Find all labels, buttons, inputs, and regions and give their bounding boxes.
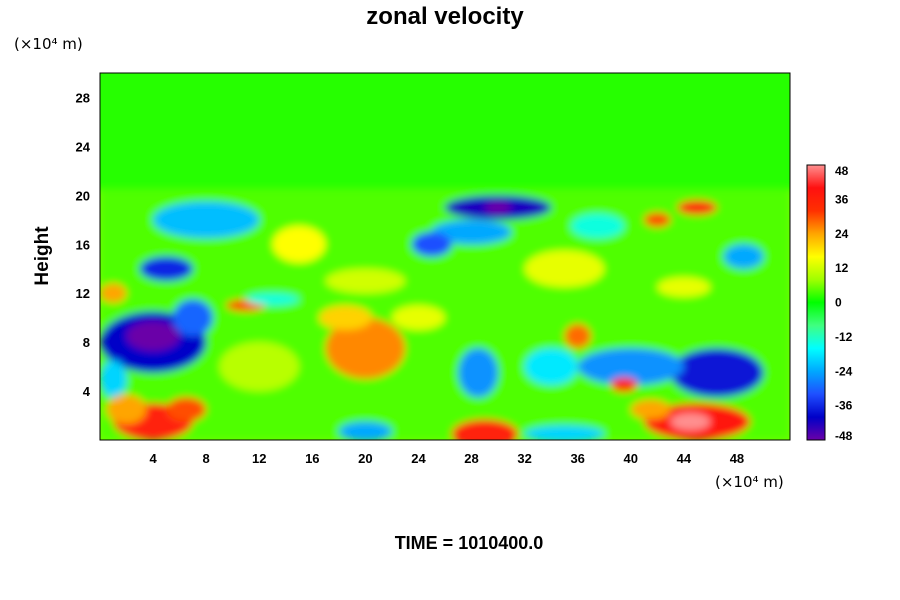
contour-blob — [670, 348, 764, 398]
contour-blob — [139, 256, 193, 281]
contour-blob — [245, 293, 300, 306]
contour-blob — [100, 360, 127, 398]
x-tick-label: 32 — [517, 451, 531, 466]
contour-blob — [153, 201, 260, 239]
contour-blob — [318, 305, 373, 330]
y-tick-label: 16 — [76, 237, 90, 252]
contour-blob — [106, 394, 147, 425]
y-tick-label: 24 — [76, 139, 91, 154]
contour-blob — [325, 268, 406, 294]
x-tick-label: 40 — [624, 451, 638, 466]
x-tick-label: 16 — [305, 451, 319, 466]
contour-blob — [630, 399, 671, 420]
y-tick-label: 8 — [83, 335, 90, 350]
contour-blob — [458, 348, 499, 398]
chart-title: zonal velocity — [366, 3, 524, 30]
y-axis-label: Height — [32, 226, 53, 286]
x-ticks: 4 8 12 16 20 24 28 32 36 40 44 48 — [149, 451, 744, 466]
x-tick-label: 44 — [677, 451, 692, 466]
contour-blob — [172, 299, 213, 337]
contour-blob — [610, 377, 638, 393]
colorbar-tick-label: 48 — [835, 164, 849, 178]
contour-blob — [100, 283, 127, 303]
x-tick-label: 12 — [252, 451, 266, 466]
contour-blob — [166, 397, 207, 422]
x-axis-unit: (×10⁴ m) — [715, 473, 784, 491]
contour-blob — [219, 342, 300, 392]
colorbar-tick-label: 24 — [835, 227, 849, 241]
colorbar-tick-label: -24 — [835, 364, 853, 378]
colorbar-tick-label: 0 — [835, 296, 842, 310]
y-tick-label: 20 — [76, 188, 90, 203]
time-label: TIME = 1010400.0 — [395, 533, 544, 553]
colorbar-tick-label: -48 — [835, 429, 853, 443]
contour-blob — [325, 317, 406, 379]
contour-blob — [670, 413, 711, 431]
contour-blob — [524, 250, 605, 288]
y-axis-unit: (×10⁴ m) — [14, 35, 83, 53]
x-tick-label: 24 — [411, 451, 426, 466]
plot-frame — [99, 72, 791, 441]
x-tick-label: 28 — [464, 451, 478, 466]
contour-blob — [657, 277, 711, 297]
contour-blob — [644, 212, 671, 228]
contour-blob — [272, 225, 326, 263]
x-tick-label: 8 — [203, 451, 210, 466]
colorbar-tick-label: 12 — [835, 261, 849, 275]
contour-blob — [577, 348, 684, 385]
y-tick-label: 28 — [76, 90, 90, 105]
y-tick-label: 4 — [83, 384, 91, 399]
upper-uniform-layer — [100, 73, 790, 190]
contour-blob — [524, 348, 578, 385]
contour-blob — [431, 219, 512, 245]
contour-blob — [338, 421, 392, 440]
colorbar-tick-label: -36 — [835, 399, 853, 413]
contour-features — [100, 73, 790, 440]
y-tick-label: 12 — [76, 286, 90, 301]
contour-blob — [451, 419, 518, 440]
colorbar-tick-label: 36 — [835, 192, 849, 206]
plot-area — [100, 73, 790, 440]
x-tick-label: 36 — [570, 451, 584, 466]
contour-blob — [484, 201, 512, 214]
x-tick-label: 4 — [149, 451, 157, 466]
colorbar — [806, 164, 826, 441]
colorbar-tick-label: -12 — [835, 330, 853, 344]
contour-blob — [126, 321, 180, 351]
contour-blob — [391, 305, 446, 330]
x-tick-label: 20 — [358, 451, 372, 466]
contour-blob — [564, 323, 591, 349]
colorbar-ticks: 48 36 24 12 0 -12 -24 -36 -48 — [835, 164, 853, 443]
contour-blob — [524, 425, 605, 440]
y-ticks: 4 8 12 16 20 24 28 — [76, 90, 91, 399]
contour-blob — [571, 213, 625, 239]
contour-blob — [723, 244, 764, 269]
contour-blob — [677, 200, 718, 215]
x-tick-label: 48 — [730, 451, 744, 466]
contour-blob — [411, 232, 452, 257]
